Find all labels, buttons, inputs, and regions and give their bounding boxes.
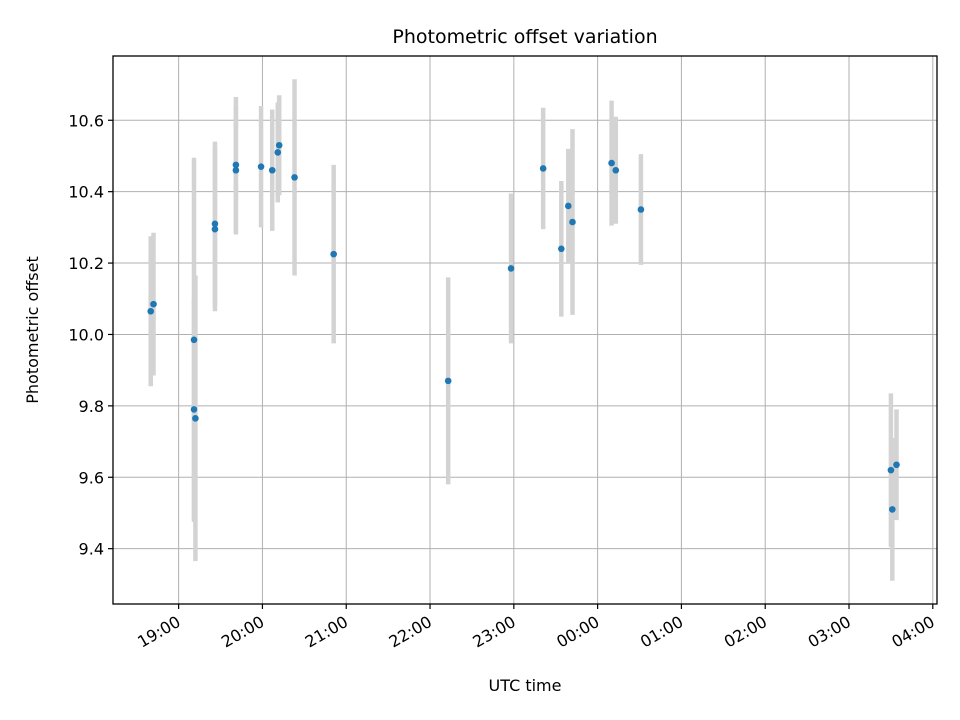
- data-point: [268, 166, 276, 174]
- data-point: [564, 202, 572, 210]
- y-axis-ticks: 9.4 9.6 9.8 10.0 10.2 10.4 10.6: [68, 111, 113, 559]
- data-point: [150, 300, 157, 308]
- y-axis-title: Photometric offset: [23, 256, 42, 404]
- grid: [113, 56, 937, 604]
- data-point: [275, 141, 283, 149]
- data-point: [211, 225, 219, 233]
- data-point: [147, 307, 155, 315]
- data-points: [147, 141, 900, 513]
- plot-frame: [112, 55, 938, 605]
- y-tick-label: 10.4: [68, 183, 104, 202]
- data-point: [211, 220, 219, 228]
- data-point: [192, 415, 199, 422]
- chart-title: Photometric offset variation: [392, 26, 657, 48]
- data-point: [232, 166, 240, 174]
- x-axis-title: UTC time: [489, 676, 562, 695]
- data-point: [507, 265, 515, 272]
- y-tick-label: 9.6: [79, 468, 104, 487]
- data-point: [444, 377, 452, 385]
- data-point: [291, 174, 298, 181]
- data-point: [558, 245, 565, 253]
- data-point: [190, 336, 198, 344]
- data-point: [274, 149, 282, 156]
- y-tick-label: 10.6: [68, 111, 104, 130]
- data-point: [257, 163, 265, 170]
- y-tick-label: 9.4: [79, 540, 104, 559]
- data-point: [889, 506, 896, 513]
- data-point: [539, 165, 547, 172]
- data-point: [887, 466, 895, 474]
- data-point: [608, 159, 615, 167]
- data-point: [190, 406, 198, 413]
- data-point: [637, 206, 645, 213]
- y-tick-label: 10.0: [68, 325, 104, 344]
- data-point: [330, 250, 337, 258]
- data-point: [569, 218, 576, 226]
- data-point: [893, 461, 900, 469]
- y-tick-label: 10.2: [68, 254, 104, 273]
- y-tick-label: 9.8: [79, 397, 104, 416]
- data-point: [232, 161, 240, 169]
- data-point: [612, 166, 620, 174]
